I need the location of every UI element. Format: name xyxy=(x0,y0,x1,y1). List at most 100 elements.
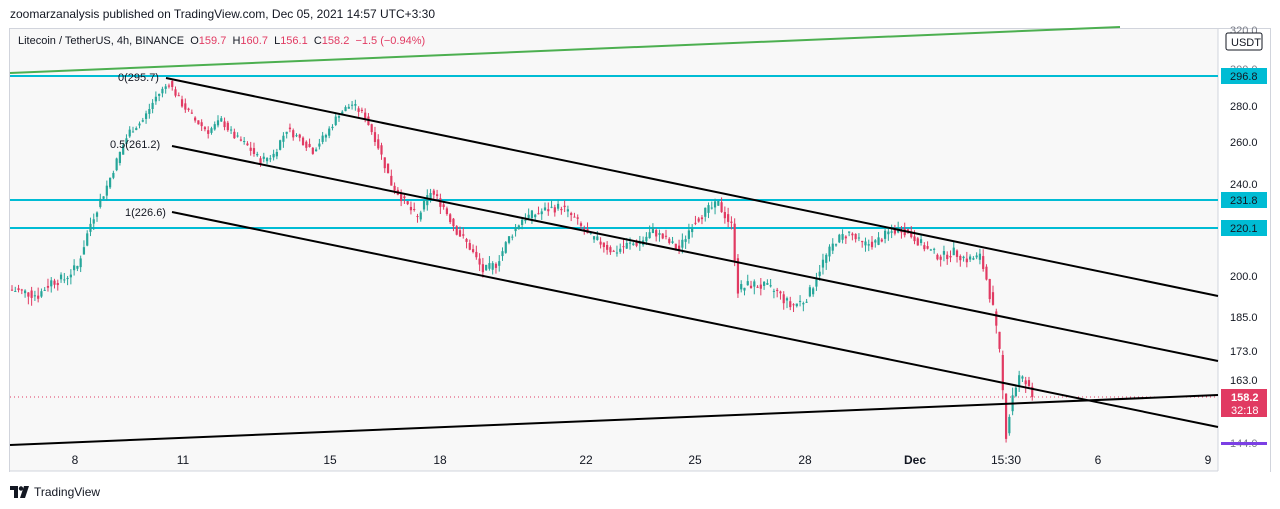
candle-body xyxy=(883,230,887,239)
candle-body xyxy=(144,113,148,119)
candle-body xyxy=(46,285,50,288)
time-axis-tick: Dec xyxy=(904,453,926,467)
candle-body xyxy=(615,252,619,254)
candle-body xyxy=(249,147,252,151)
candle-body xyxy=(877,237,880,245)
candle-body xyxy=(733,223,736,261)
candle-body xyxy=(272,153,275,158)
legend-open: 159.7 xyxy=(198,35,227,47)
candle-body xyxy=(730,221,733,223)
candle-body xyxy=(190,112,193,114)
published-info: zoomarzanalysis published on TradingView… xyxy=(10,7,436,21)
candle-body xyxy=(792,304,795,306)
candle-body xyxy=(1021,376,1024,379)
candle-body xyxy=(69,274,72,278)
candle-body xyxy=(210,128,213,133)
candle-body xyxy=(560,208,563,211)
candle-body xyxy=(109,177,112,188)
candle-body xyxy=(795,303,798,307)
candle-body xyxy=(426,195,429,206)
time-axis-tick: 25 xyxy=(688,453,702,467)
candle-body xyxy=(161,88,164,94)
candle-body xyxy=(746,281,749,286)
candle-body xyxy=(668,238,671,243)
candle-body xyxy=(259,158,262,165)
candle-body xyxy=(432,190,435,195)
candle-body xyxy=(27,292,30,297)
candle-body xyxy=(59,274,63,280)
candle-body xyxy=(707,205,710,213)
candle-body xyxy=(471,249,475,253)
candle-body xyxy=(292,130,295,138)
level-price-tag xyxy=(1221,192,1267,208)
candle-body xyxy=(530,210,534,218)
candle-body xyxy=(386,163,390,174)
candle-body xyxy=(239,139,242,141)
candle-body xyxy=(805,301,808,303)
candle-body xyxy=(913,236,916,242)
legend-high-label: H xyxy=(232,35,241,47)
channel-trendline xyxy=(171,211,1219,428)
candle-body xyxy=(916,238,919,246)
candle-body xyxy=(436,194,439,197)
candle-body xyxy=(955,250,959,257)
candle-body xyxy=(308,143,311,148)
candle-body xyxy=(828,246,831,257)
candle-body xyxy=(229,129,233,131)
candle-body xyxy=(962,256,965,259)
candle-body xyxy=(243,141,246,143)
candle-body xyxy=(861,240,864,243)
candle-body xyxy=(988,279,991,300)
candle-body xyxy=(334,116,337,125)
candle-body xyxy=(720,202,723,213)
candle-body xyxy=(628,242,632,244)
candle-body xyxy=(442,204,445,207)
candle-body xyxy=(870,241,874,248)
candle-body xyxy=(880,239,883,242)
price-axis-tick: 163.0 xyxy=(1230,375,1258,387)
candle-body xyxy=(946,254,949,260)
candle-body xyxy=(383,157,386,169)
candle-body xyxy=(429,193,432,199)
candle-body xyxy=(452,218,455,227)
candle-body xyxy=(66,277,69,280)
fib-level-label: 0.5(261.2) xyxy=(110,139,160,151)
candle-body xyxy=(655,230,658,237)
level-price-tag xyxy=(1221,220,1267,236)
candle-body xyxy=(622,246,625,248)
candle-body xyxy=(812,288,815,295)
candle-body xyxy=(563,205,566,208)
candle-body xyxy=(220,118,223,122)
candle-body xyxy=(364,112,367,120)
candle-body xyxy=(135,128,138,131)
candle-body xyxy=(599,241,602,245)
top-bar: zoomarzanalysis published on TradingView… xyxy=(0,0,1280,28)
candle-body xyxy=(1004,393,1008,439)
candle-body xyxy=(246,143,249,146)
candle-body xyxy=(213,124,216,130)
candle-body xyxy=(275,151,278,157)
candle-body xyxy=(458,230,462,237)
candle-body xyxy=(1031,386,1034,398)
candle-body xyxy=(619,248,622,252)
candle-body xyxy=(1024,380,1027,385)
chart-frame[interactable] xyxy=(9,28,1271,472)
candle-body xyxy=(874,240,877,243)
candle-body xyxy=(498,261,501,266)
candle-body xyxy=(756,286,759,288)
candle-body xyxy=(23,290,27,294)
candle-body xyxy=(736,258,740,294)
candle-body xyxy=(419,212,422,220)
candle-body xyxy=(625,242,628,249)
candle-body xyxy=(965,258,968,263)
candle-body xyxy=(265,158,269,162)
candle-body xyxy=(491,263,494,270)
candle-body xyxy=(501,251,504,257)
candle-body xyxy=(416,216,419,218)
legend-low-label: L xyxy=(274,35,281,47)
candle-body xyxy=(328,128,331,136)
candle-body xyxy=(377,139,380,149)
time-axis-tick: 22 xyxy=(579,453,593,467)
candle-body xyxy=(282,135,285,142)
